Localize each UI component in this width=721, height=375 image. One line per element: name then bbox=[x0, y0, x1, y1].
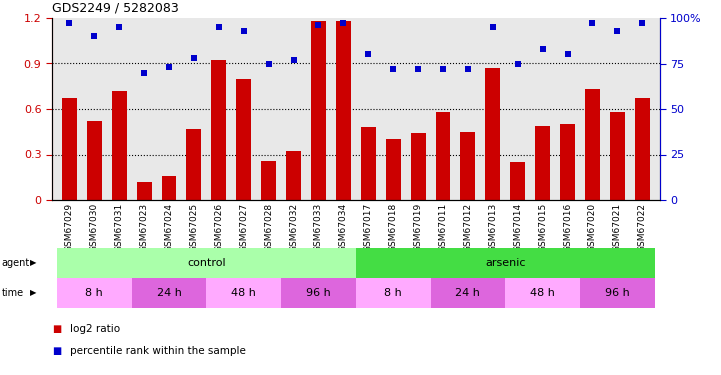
Point bbox=[138, 70, 150, 76]
Bar bbox=[356, 278, 430, 308]
Bar bbox=[136, 182, 151, 200]
Text: ■: ■ bbox=[52, 324, 61, 334]
Point bbox=[288, 57, 299, 63]
Point bbox=[113, 24, 125, 30]
Bar bbox=[236, 79, 251, 200]
Point bbox=[337, 21, 349, 27]
Bar bbox=[132, 278, 206, 308]
Bar bbox=[411, 133, 425, 200]
Bar bbox=[580, 278, 655, 308]
Bar bbox=[356, 248, 655, 278]
Bar bbox=[87, 121, 102, 200]
Point bbox=[387, 66, 399, 72]
Point bbox=[263, 60, 275, 66]
Text: 24 h: 24 h bbox=[456, 288, 480, 298]
Point bbox=[238, 28, 249, 34]
Bar bbox=[634, 98, 650, 200]
Bar bbox=[206, 278, 281, 308]
Text: 48 h: 48 h bbox=[530, 288, 555, 298]
Point bbox=[313, 22, 324, 28]
Point bbox=[637, 21, 648, 27]
Point bbox=[611, 28, 623, 34]
Bar bbox=[505, 278, 580, 308]
Text: 8 h: 8 h bbox=[384, 288, 402, 298]
Text: ▶: ▶ bbox=[30, 258, 37, 267]
Point bbox=[188, 55, 200, 61]
Text: arsenic: arsenic bbox=[485, 258, 526, 268]
Bar bbox=[435, 112, 451, 200]
Point bbox=[412, 66, 424, 72]
Bar bbox=[57, 278, 132, 308]
Text: 48 h: 48 h bbox=[231, 288, 256, 298]
Text: ■: ■ bbox=[52, 346, 61, 356]
Bar bbox=[560, 124, 575, 200]
Bar bbox=[535, 126, 550, 200]
Bar bbox=[261, 160, 276, 200]
Point bbox=[163, 64, 174, 70]
Bar bbox=[610, 112, 625, 200]
Bar bbox=[281, 278, 356, 308]
Point bbox=[512, 60, 523, 66]
Text: 24 h: 24 h bbox=[156, 288, 182, 298]
Bar bbox=[62, 98, 77, 200]
Text: 96 h: 96 h bbox=[306, 288, 331, 298]
Bar bbox=[57, 248, 356, 278]
Bar bbox=[336, 21, 351, 200]
Point bbox=[587, 21, 598, 27]
Text: agent: agent bbox=[1, 258, 30, 268]
Text: log2 ratio: log2 ratio bbox=[70, 324, 120, 334]
Text: ▶: ▶ bbox=[30, 288, 37, 297]
Bar bbox=[311, 21, 326, 200]
Point bbox=[562, 51, 573, 57]
Bar bbox=[461, 132, 475, 200]
Bar bbox=[485, 68, 500, 200]
Text: time: time bbox=[1, 288, 24, 298]
Point bbox=[63, 21, 75, 27]
Bar bbox=[430, 278, 505, 308]
Text: control: control bbox=[187, 258, 226, 268]
Bar bbox=[286, 152, 301, 200]
Bar bbox=[187, 129, 201, 200]
Point bbox=[537, 46, 549, 52]
Text: GDS2249 / 5282083: GDS2249 / 5282083 bbox=[52, 1, 179, 14]
Bar bbox=[360, 127, 376, 200]
Bar bbox=[211, 60, 226, 200]
Point bbox=[437, 66, 448, 72]
Bar bbox=[112, 91, 127, 200]
Point bbox=[213, 24, 224, 30]
Point bbox=[89, 33, 100, 39]
Bar bbox=[386, 140, 401, 200]
Text: 8 h: 8 h bbox=[85, 288, 103, 298]
Point bbox=[487, 24, 499, 30]
Point bbox=[363, 51, 374, 57]
Bar bbox=[510, 162, 525, 200]
Text: 96 h: 96 h bbox=[605, 288, 629, 298]
Text: percentile rank within the sample: percentile rank within the sample bbox=[70, 346, 246, 356]
Point bbox=[462, 66, 474, 72]
Bar bbox=[585, 89, 600, 200]
Bar bbox=[162, 176, 177, 200]
